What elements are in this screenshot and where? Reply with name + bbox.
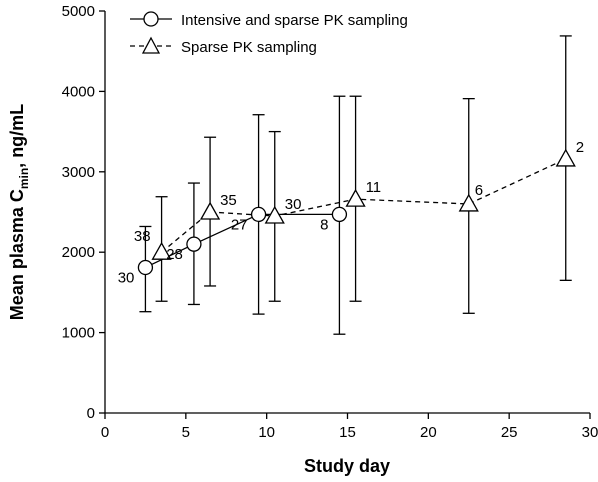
x-tick-label: 5 [182, 424, 190, 441]
sample-size-labels: 30 28 27 8 38 35 30 11 6 2 [118, 139, 584, 287]
y-tick-label: 2000 [62, 244, 95, 261]
x-axis-ticks: 0 5 10 15 20 25 30 [101, 413, 598, 441]
n-label: 27 [231, 216, 248, 233]
n-label: 30 [118, 269, 135, 286]
series-markers [137, 148, 576, 276]
legend-label-sparse: Sparse PK sampling [181, 39, 317, 56]
series-line-intensive [145, 213, 340, 269]
legend-item-intensive: Intensive and sparse PK sampling [130, 11, 408, 29]
data-point-circle [186, 236, 202, 252]
n-label: 6 [475, 182, 483, 199]
y-tick-label: 3000 [62, 164, 95, 181]
n-label: 28 [166, 246, 183, 263]
n-label: 8 [320, 216, 328, 233]
y-axis-title: Mean plasma Cmin, ng/mL [7, 104, 31, 320]
y-axis-ticks: 0 1000 2000 3000 4000 5000 [62, 3, 105, 422]
data-point-circle [250, 206, 267, 223]
y-tick-label: 0 [87, 405, 95, 422]
data-point-circle [137, 259, 154, 276]
y-axis-title-unit: , ng/mL [7, 104, 27, 168]
x-tick-label: 15 [339, 424, 356, 441]
x-tick-label: 20 [420, 424, 437, 441]
data-point-circle [331, 206, 348, 223]
y-tick-label: 1000 [62, 325, 95, 342]
data-point-triangle [199, 201, 221, 220]
n-label: 38 [134, 228, 151, 245]
error-bars [139, 35, 572, 335]
y-axis-title-main: Mean plasma C [7, 189, 27, 320]
legend-triangle-marker [141, 36, 161, 54]
x-tick-label: 25 [501, 424, 518, 441]
n-label: 30 [285, 196, 302, 213]
legend-item-sparse: Sparse PK sampling [130, 36, 317, 56]
legend-label-intensive: Intensive and sparse PK sampling [181, 12, 408, 29]
n-label: 35 [220, 192, 237, 209]
n-label: 11 [366, 179, 382, 196]
n-label: 2 [576, 139, 584, 156]
data-point-triangle [555, 148, 576, 167]
series-lines [145, 158, 567, 269]
y-tick-label: 4000 [62, 83, 95, 100]
x-tick-label: 30 [582, 424, 598, 441]
y-axis-title-subscript: min [17, 168, 31, 189]
data-point-triangle [151, 241, 172, 260]
legend-circle-marker [143, 11, 159, 27]
x-tick-label: 10 [258, 424, 275, 441]
data-point-triangle [345, 188, 366, 207]
legend: Intensive and sparse PK sampling Sparse … [130, 11, 408, 56]
x-axis-title: Study day [304, 456, 390, 476]
y-tick-label: 5000 [62, 3, 95, 20]
data-point-triangle [264, 205, 285, 224]
data-point-triangle [458, 193, 479, 212]
x-tick-label: 0 [101, 424, 109, 441]
